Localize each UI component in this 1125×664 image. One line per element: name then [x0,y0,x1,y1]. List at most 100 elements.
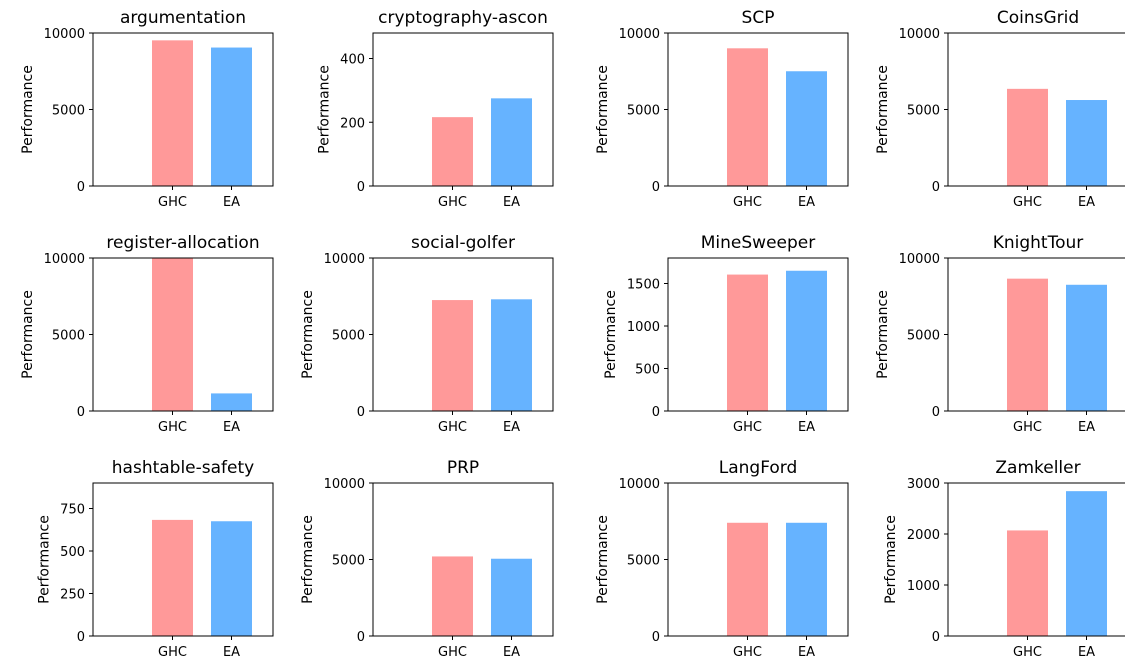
subplot-zamkeller: 0 1000 2000 3000 GHC EA Zamkeller Performance [883,458,1125,660]
y-tick-label: 0 [357,180,365,195]
subplot-title: social-golfer [411,233,515,253]
x-tick-label: GHC [733,420,762,435]
y-tick-label: 0 [932,405,940,420]
y-tick-label: 400 [340,53,365,68]
subplot-title: SCP [742,8,775,28]
y-tick-label: 5000 [627,554,660,569]
subplot-coinsgrid: 0 5000 10000 GHC EA CoinsGrid Performance [875,8,1125,210]
y-tick-label: 5000 [627,104,660,119]
x-tick-label: GHC [158,195,187,210]
x-tick-label: GHC [438,645,467,660]
subplot-knighttour: 0 5000 10000 GHC EA KnightTour Performance [875,233,1125,435]
y-tick-label: 0 [77,630,85,645]
subplot-title: register-allocation [106,233,259,253]
y-tick-label: 10000 [44,27,85,42]
y-tick-label: 10000 [619,27,660,42]
bar-ea [211,393,252,411]
x-tick-label: EA [223,645,240,660]
bar-ghc [432,556,473,636]
subplot-title: KnightTour [993,233,1084,253]
y-tick-label: 10000 [619,477,660,492]
y-axis-label: Performance [300,290,316,379]
x-tick-label: EA [503,195,520,210]
y-tick-label: 500 [635,363,660,378]
bar-ghc [1007,278,1048,411]
y-tick-label: 1000 [907,579,940,594]
x-tick-label: GHC [1013,420,1042,435]
y-tick-label: 3000 [907,477,940,492]
y-tick-label: 5000 [907,329,940,344]
bar-ea [786,71,827,186]
y-tick-label: 0 [932,630,940,645]
y-tick-label: 5000 [52,104,85,119]
subplot-title: PRP [447,458,479,478]
y-tick-label: 10000 [899,252,940,267]
y-tick-label: 500 [60,545,85,560]
x-tick-label: EA [1078,420,1095,435]
subplot-title: Zamkeller [995,458,1080,478]
subplot-hashtable-safety: 0 250 500 750 GHC EA hashtable-safety Performan… [36,458,274,660]
bar-ghc [727,48,768,186]
y-tick-label: 0 [652,630,660,645]
x-tick-label: EA [223,195,240,210]
axes-frame [667,257,849,412]
axes-frame [947,482,1125,637]
x-tick-label: EA [798,645,815,660]
bar-ea [491,299,532,411]
bar-ghc [1007,88,1048,186]
bar-ghc [1007,530,1048,636]
subplot-title: CoinsGrid [997,8,1079,28]
x-tick-label: GHC [733,195,762,210]
subplot-title: LangFord [719,458,798,478]
axes-frame [92,482,274,637]
y-axis-label: Performance [20,290,36,379]
subplot-minesweeper: 0 500 1000 1500 GHC EA MineSweeper Performance [603,233,849,435]
y-tick-label: 10000 [324,477,365,492]
x-tick-label: GHC [438,195,467,210]
bar-ea [1066,284,1107,411]
x-tick-label: GHC [438,420,467,435]
subplot-title: argumentation [120,8,246,28]
bar-ea [1066,491,1107,636]
bar-ghc [152,40,193,187]
y-tick-label: 0 [357,405,365,420]
y-tick-label: 10000 [44,252,85,267]
y-axis-label: Performance [20,65,36,154]
y-tick-label: 250 [60,588,85,603]
bar-ea [211,47,252,186]
bar-ghc [152,519,193,636]
x-tick-label: EA [223,420,240,435]
bar-ghc [432,117,473,186]
x-tick-label: EA [798,420,815,435]
y-axis-label: Performance [875,65,891,154]
subplot-title: hashtable-safety [112,458,254,478]
bar-ghc [727,274,768,411]
y-tick-label: 0 [77,405,85,420]
bar-ghc [727,522,768,636]
x-tick-label: EA [1078,195,1095,210]
y-tick-label: 10000 [324,252,365,267]
y-axis-label: Performance [883,515,899,604]
bar-ea [491,98,532,186]
subplot-social-golfer: 0 5000 10000 GHC EA social-golfer Performance [300,233,554,435]
subplot-scp: 0 5000 10000 GHC EA SCP Performance [595,8,849,210]
y-tick-label: 1000 [627,320,660,335]
axes-frame [372,32,554,187]
y-tick-label: 5000 [52,329,85,344]
y-tick-label: 2000 [907,528,940,543]
x-tick-label: GHC [733,645,762,660]
y-tick-label: 5000 [332,554,365,569]
y-tick-label: 5000 [907,104,940,119]
y-tick-label: 0 [652,180,660,195]
x-tick-label: GHC [1013,645,1042,660]
y-axis-label: Performance [36,515,52,604]
x-tick-label: GHC [1013,195,1042,210]
y-tick-label: 1500 [627,278,660,293]
bar-ea [786,522,827,636]
y-tick-label: 0 [357,630,365,645]
subplot-cryptography-ascon: 0 200 400 GHC EA cryptography-ascon Performanc… [316,8,554,210]
bar-ea [786,270,827,411]
subplot-argumentation: 0 5000 10000 GHC EA argumentation Performance [20,8,274,210]
x-tick-label: EA [798,195,815,210]
